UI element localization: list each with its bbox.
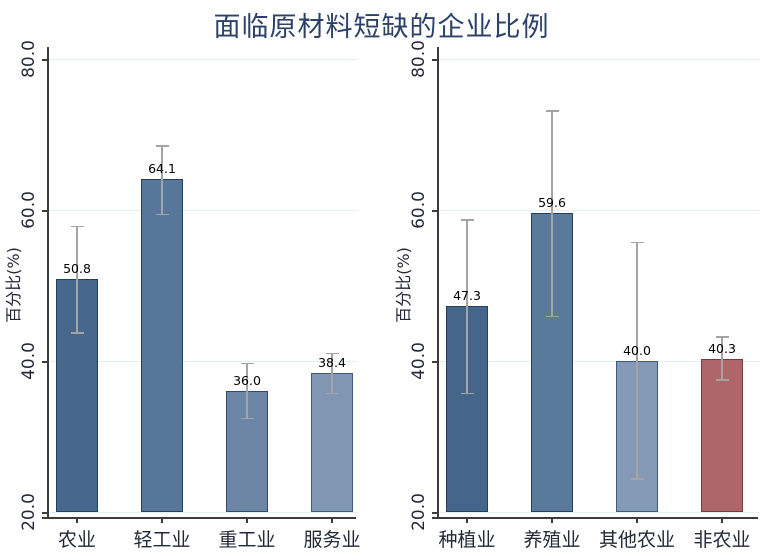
y-tick-label: 80.0	[19, 40, 39, 78]
y-tick	[432, 361, 438, 363]
error-cap-bottom	[325, 392, 339, 395]
error-cap-bottom	[545, 315, 559, 318]
gridline	[438, 361, 760, 362]
x-tick-label: 轻工业	[133, 529, 191, 551]
error-cap-top	[155, 145, 169, 147]
error-cap-top	[460, 219, 474, 221]
x-tick-label: 养殖业	[523, 529, 581, 551]
error-cap-top	[715, 336, 729, 338]
gridline	[438, 59, 760, 60]
bar-value-label: 59.6	[538, 195, 566, 211]
gridline	[48, 512, 358, 513]
bar	[141, 179, 183, 512]
x-tick-label: 非农业	[693, 529, 751, 551]
gridline	[438, 210, 760, 211]
x-tick-label: 重工业	[218, 529, 276, 551]
bar-value-label: 40.0	[623, 343, 651, 358]
y-tick-label: 60.0	[409, 191, 429, 229]
y-tick-label: 60.0	[19, 191, 39, 229]
x-tick	[331, 517, 333, 523]
y-tick	[42, 210, 48, 212]
error-cap-bottom	[715, 379, 729, 381]
bar-value-label: 64.1	[148, 161, 176, 177]
x-tick	[161, 517, 163, 523]
y-tick-label: 20.0	[19, 493, 39, 531]
gridline	[48, 361, 358, 362]
error-cap-bottom	[460, 392, 474, 395]
error-cap-bottom	[155, 213, 169, 216]
y-tick	[42, 59, 48, 61]
error-cap-bottom	[630, 478, 644, 480]
bar-value-label: 36.0	[233, 373, 261, 389]
gridline	[438, 512, 760, 513]
x-axis-line	[432, 517, 758, 519]
bar-error-bar	[331, 352, 333, 393]
error-cap-top	[70, 225, 84, 228]
gridline	[48, 59, 358, 60]
bar-error-bar	[636, 241, 638, 479]
bar-error-bar	[466, 219, 468, 393]
error-cap-bottom	[70, 332, 84, 334]
chart-title: 面临原材料短缺的企业比例	[213, 12, 550, 43]
y-tick	[42, 512, 48, 514]
y-axis-title: 百分比(%)	[394, 247, 413, 323]
y-tick-label: 80.0	[409, 40, 429, 78]
x-tick	[636, 517, 638, 523]
y-tick	[432, 512, 438, 514]
bar-value-label: 50.8	[63, 261, 91, 277]
x-tick-label: 种植业	[438, 529, 496, 551]
x-tick-label: 其他农业	[598, 529, 676, 551]
x-tick	[466, 517, 468, 523]
bar-error-bar	[76, 225, 78, 333]
x-tick	[76, 517, 78, 523]
error-cap-top	[325, 352, 339, 355]
gridline	[48, 210, 358, 211]
x-tick	[721, 517, 723, 523]
bar-error-bar	[161, 145, 163, 214]
y-axis-title: 百分比(%)	[4, 247, 23, 323]
x-tick-label: 服务业	[303, 529, 361, 551]
y-axis-line	[437, 47, 439, 517]
bar-value-label: 40.3	[708, 340, 736, 356]
y-axis-line	[47, 47, 49, 517]
x-axis-line	[42, 517, 356, 519]
bar-error-bar	[246, 362, 248, 418]
y-tick	[42, 361, 48, 363]
y-tick-label: 40.0	[19, 342, 39, 380]
error-cap-top	[630, 241, 644, 244]
bar-value-label: 47.3	[453, 287, 481, 303]
x-tick	[551, 517, 553, 523]
x-tick-label: 农业	[57, 529, 97, 551]
error-cap-top	[240, 362, 254, 364]
error-cap-top	[545, 110, 559, 112]
y-tick	[432, 59, 438, 61]
bar-value-label: 38.4	[318, 355, 346, 371]
x-tick	[246, 517, 248, 523]
bar	[701, 358, 743, 512]
error-cap-bottom	[240, 417, 254, 420]
bar-error-bar	[551, 110, 553, 316]
y-tick-label: 40.0	[409, 342, 429, 380]
bar-error-bar	[721, 336, 723, 380]
y-tick	[432, 210, 438, 212]
y-tick-label: 20.0	[409, 493, 429, 531]
